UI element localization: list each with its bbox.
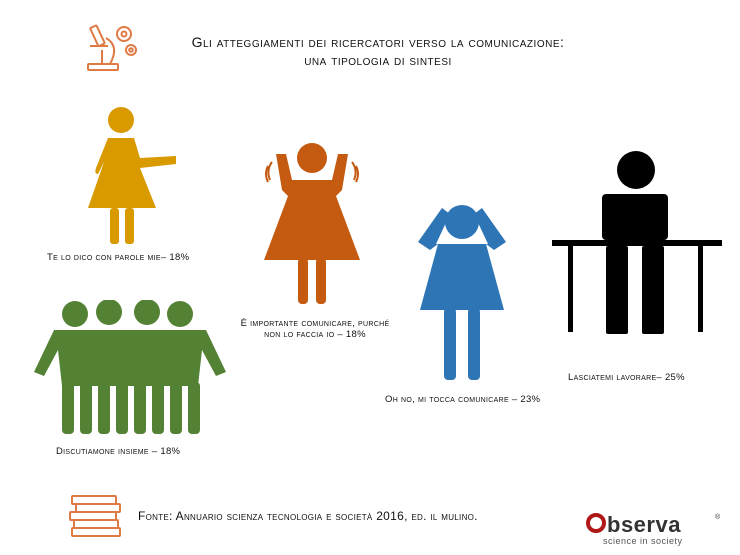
microscope-gear-icon bbox=[87, 24, 137, 71]
title-line-1: Gli atteggiamenti dei ricercatori verso … bbox=[191, 34, 565, 50]
label-importante: È importante comunicare, purché non lo f… bbox=[240, 318, 390, 340]
title-line-2: una tipologia di sintesi bbox=[304, 52, 452, 68]
page-title: Gli atteggiamenti dei ricercatori verso … bbox=[148, 33, 608, 69]
group-hug-figure bbox=[34, 300, 226, 434]
observa-logo: bserva bbox=[607, 512, 681, 537]
observa-logo-ring-icon bbox=[586, 513, 606, 533]
person-at-desk-figure bbox=[552, 151, 722, 334]
woman-covering-head-figure bbox=[418, 205, 506, 380]
label-discutiamone: Discutiamone insieme – 18% bbox=[56, 446, 181, 457]
label-oh-no: Oh no, mi tocca comunicare – 23% bbox=[385, 394, 541, 405]
label-te-lo-dico: Te lo dico con parole mie– 18% bbox=[47, 252, 190, 263]
observa-tagline: science in society bbox=[603, 536, 683, 546]
woman-hands-on-head-figure bbox=[264, 143, 360, 304]
logo-registered-mark: ® bbox=[715, 514, 721, 521]
label-importante-line-2: non lo faccia io – 18% bbox=[264, 329, 366, 340]
source-note: Fonte: Annuario scienza tecnologia e soc… bbox=[138, 509, 478, 523]
label-importante-line-1: È importante comunicare, purché bbox=[240, 318, 390, 329]
woman-pointing-figure bbox=[88, 107, 176, 244]
label-lasciatemi: Lasciatemi lavorare– 25% bbox=[568, 372, 685, 383]
books-icon bbox=[69, 495, 121, 537]
